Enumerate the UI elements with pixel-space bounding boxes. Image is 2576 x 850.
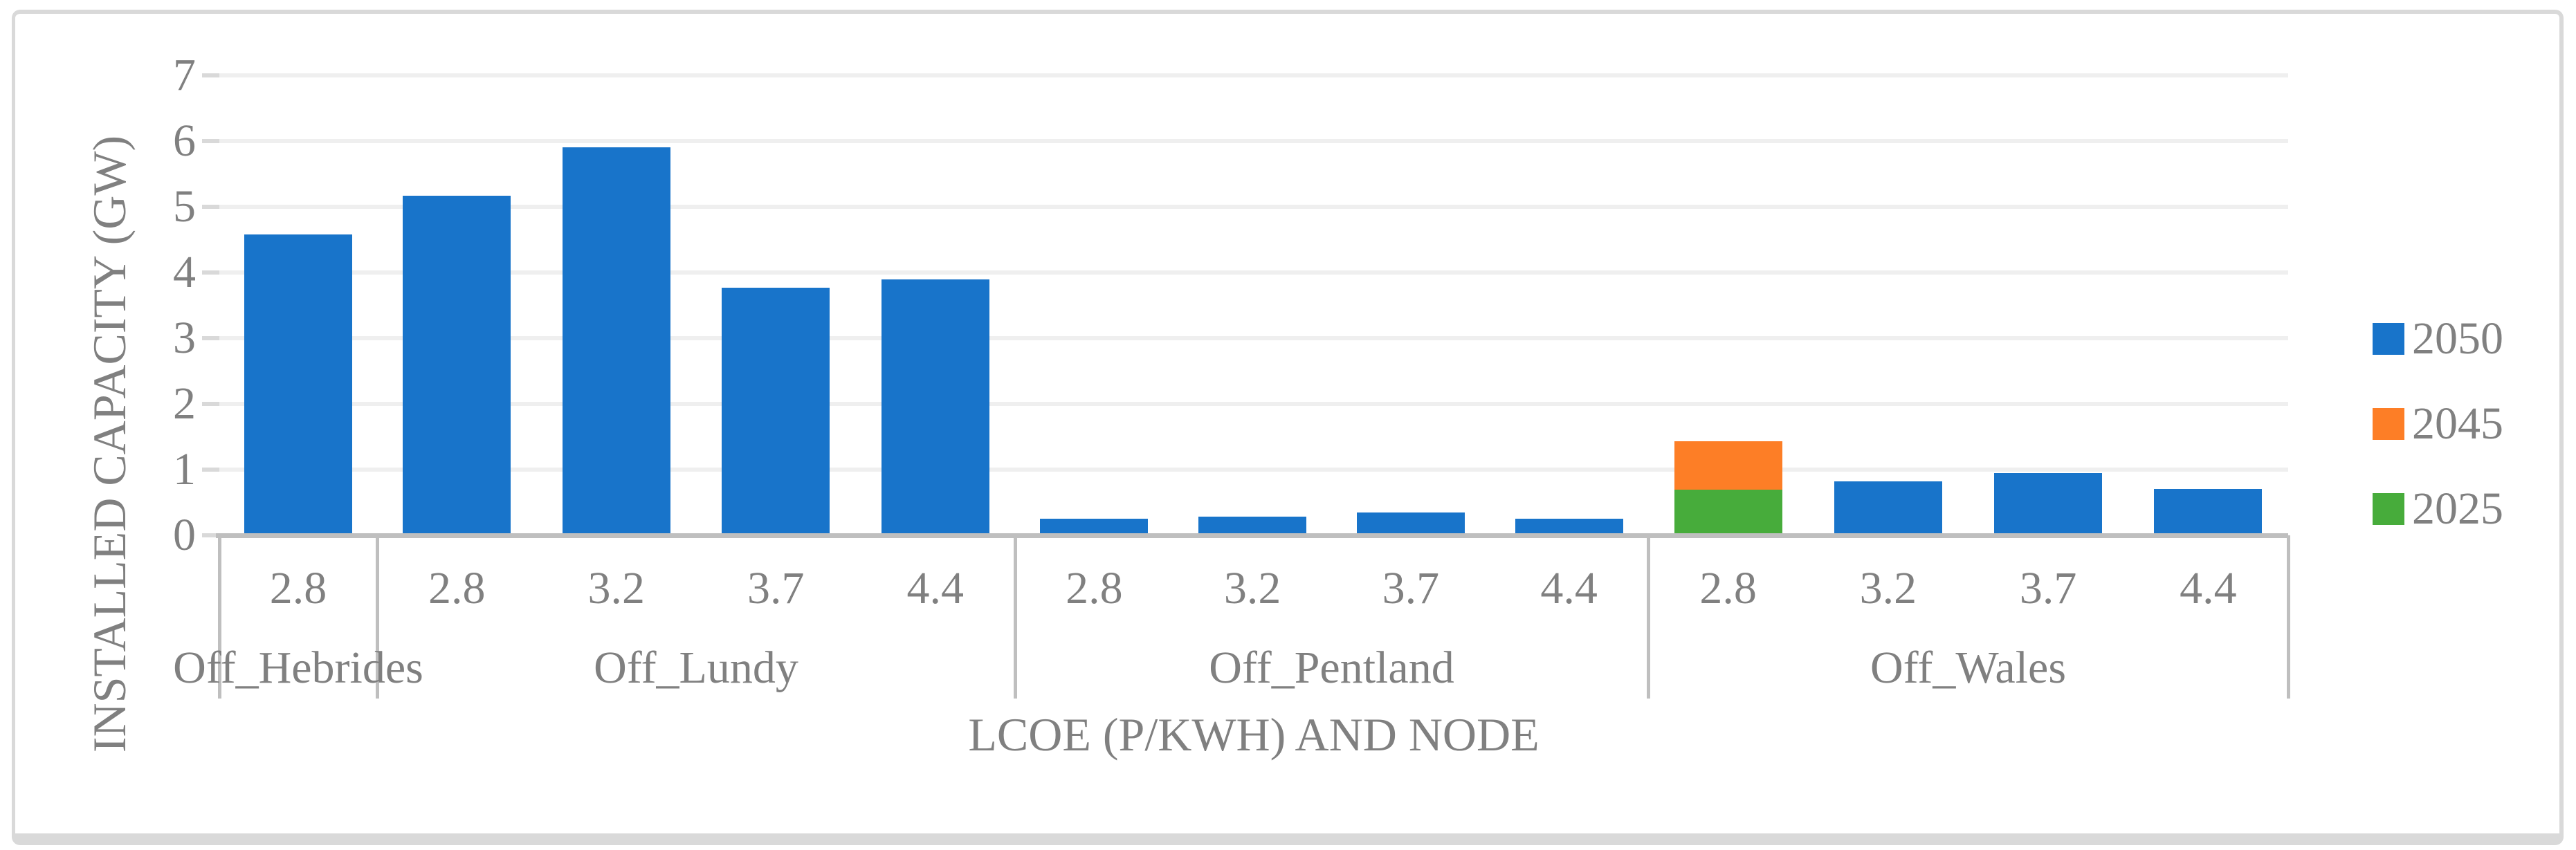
gridline xyxy=(217,336,2288,340)
legend-swatch-2025 xyxy=(2373,493,2404,525)
y-axis-tick xyxy=(202,402,219,406)
bar-segment-2050 xyxy=(722,287,830,535)
bar-segment-2025 xyxy=(1674,490,1782,535)
bar-segment-2050 xyxy=(1040,519,1149,535)
group-separator xyxy=(2287,535,2290,699)
gridline xyxy=(217,270,2288,275)
x-tick-label: 4.4 xyxy=(906,563,965,613)
group-label: Off_Hebrides xyxy=(173,643,423,693)
y-tick-label: 2 xyxy=(173,378,196,429)
legend-label-2025: 2025 xyxy=(2412,483,2503,534)
y-axis-tick xyxy=(202,139,219,143)
x-tick-label: 3.7 xyxy=(747,563,805,613)
group-label: Off_Pentland xyxy=(1209,643,1454,693)
gridline xyxy=(217,402,2288,406)
y-tick-label: 6 xyxy=(173,116,196,166)
y-axis-tick xyxy=(202,468,219,472)
chart-border-frame xyxy=(12,10,2564,845)
y-tick-label: 3 xyxy=(173,313,196,363)
x-tick-label: 3.2 xyxy=(1859,563,1917,613)
group-separator xyxy=(1014,535,1017,699)
bar-segment-2050 xyxy=(881,279,989,535)
y-axis-tick xyxy=(202,205,219,209)
y-axis-tick xyxy=(202,533,219,537)
bar-segment-2050 xyxy=(1994,472,2103,535)
bar-segment-2050 xyxy=(562,147,670,535)
x-tick-label: 2.8 xyxy=(428,563,486,613)
legend-swatch-2050 xyxy=(2373,323,2404,355)
x-tick-label: 3.7 xyxy=(1382,563,1440,613)
x-tick-label: 3.2 xyxy=(587,563,646,613)
bar-segment-2045 xyxy=(1674,441,1782,490)
x-axis-line xyxy=(216,533,2288,538)
gridline xyxy=(217,139,2288,143)
gridline xyxy=(217,73,2288,77)
y-axis-tick xyxy=(202,73,219,77)
legend-label-2045: 2045 xyxy=(2412,398,2503,449)
bar-segment-2050 xyxy=(1198,517,1307,535)
y-tick-label: 5 xyxy=(173,181,196,232)
group-label: Off_Wales xyxy=(1870,643,2067,693)
x-tick-label: 2.8 xyxy=(269,563,327,613)
x-tick-label: 4.4 xyxy=(2180,563,2237,613)
group-separator xyxy=(1647,535,1650,699)
bar-segment-2050 xyxy=(1356,512,1465,535)
y-tick-label: 7 xyxy=(173,50,196,100)
bar-segment-2050 xyxy=(1834,481,1942,535)
x-axis-title: LCOE (P/KWH) AND NODE xyxy=(968,708,1540,761)
x-tick-label: 2.8 xyxy=(1066,563,1123,613)
legend-swatch-2045 xyxy=(2373,408,2404,440)
x-tick-label: 3.7 xyxy=(2019,563,2077,613)
bar-segment-2050 xyxy=(244,234,352,535)
legend-label-2050: 2050 xyxy=(2412,313,2503,364)
y-axis-tick xyxy=(202,270,219,275)
group-separator xyxy=(376,535,379,699)
y-tick-label: 0 xyxy=(173,510,196,560)
group-label: Off_Lundy xyxy=(594,643,798,693)
x-tick-label: 3.2 xyxy=(1223,563,1281,613)
y-tick-label: 1 xyxy=(173,444,196,495)
gridline xyxy=(217,205,2288,209)
x-tick-label: 2.8 xyxy=(1699,563,1757,613)
group-separator xyxy=(218,535,221,699)
bar-segment-2050 xyxy=(2154,488,2263,535)
y-tick-label: 4 xyxy=(173,247,196,297)
x-tick-label: 4.4 xyxy=(1540,563,1598,613)
bar-segment-2050 xyxy=(403,195,511,535)
gridline xyxy=(217,468,2288,472)
bar-segment-2050 xyxy=(1515,519,1623,535)
y-axis-tick xyxy=(202,336,219,340)
